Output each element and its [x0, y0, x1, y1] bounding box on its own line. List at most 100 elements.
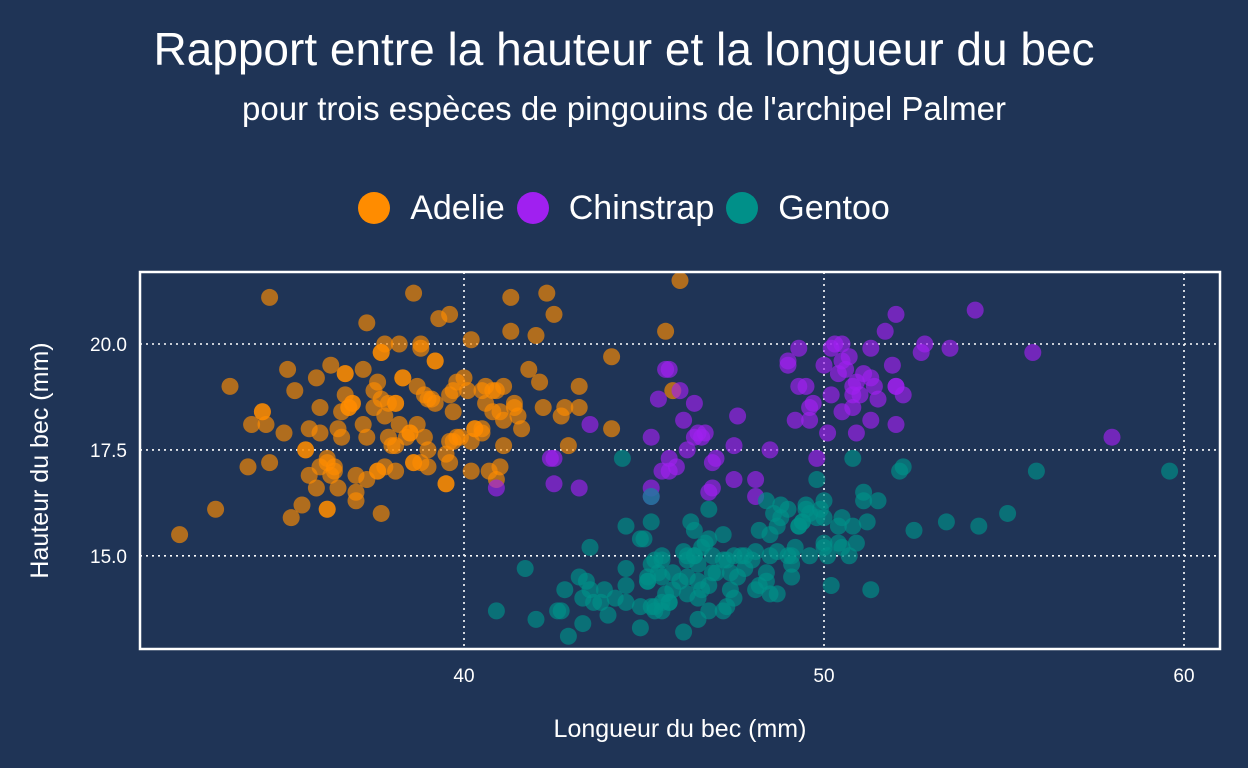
data-point-adelie: [333, 428, 351, 446]
data-point-adelie: [480, 462, 498, 480]
data-point-gentoo: [862, 581, 880, 599]
data-point-adelie: [412, 339, 430, 357]
data-point-adelie: [307, 479, 325, 497]
data-point-adelie: [297, 441, 315, 459]
data-point-adelie: [570, 377, 588, 395]
data-point-adelie: [657, 322, 675, 340]
data-point-chinstrap: [685, 394, 703, 412]
data-point-adelie: [462, 331, 480, 349]
data-point-gentoo: [599, 606, 617, 624]
data-point-gentoo: [970, 517, 988, 535]
data-point-chinstrap: [779, 352, 797, 370]
data-point-gentoo: [671, 572, 689, 590]
data-point-adelie: [322, 466, 340, 484]
data-point-adelie: [520, 360, 538, 378]
data-point-adelie: [279, 360, 297, 378]
data-point-gentoo: [657, 585, 675, 603]
data-point-gentoo: [617, 517, 635, 535]
data-point-adelie: [261, 288, 279, 306]
data-point-adelie: [534, 399, 552, 417]
legend-item-gentoo: Gentoo: [726, 184, 890, 232]
data-point-chinstrap: [822, 339, 840, 357]
data-point-gentoo: [847, 534, 865, 552]
data-point-gentoo: [801, 547, 819, 565]
y-tick-label: 20.0: [90, 335, 127, 356]
legend: Adelie Chinstrap Gentoo: [0, 184, 1248, 232]
y-tick-label: 15.0: [90, 547, 127, 568]
data-point-gentoo: [613, 449, 631, 467]
data-point-chinstrap: [916, 335, 934, 353]
data-point-chinstrap: [941, 339, 959, 357]
data-point-adelie: [451, 428, 469, 446]
data-point-adelie: [171, 526, 189, 544]
data-point-gentoo: [815, 492, 833, 510]
data-point-chinstrap: [545, 475, 563, 493]
data-point-adelie: [311, 399, 329, 417]
data-point-chinstrap: [876, 322, 894, 340]
data-point-gentoo: [552, 602, 570, 620]
data-point-chinstrap: [581, 415, 599, 433]
data-point-adelie: [358, 428, 376, 446]
data-point-adelie: [286, 382, 304, 400]
data-point-chinstrap: [660, 360, 678, 378]
data-point-gentoo: [894, 458, 912, 476]
data-point-gentoo: [999, 504, 1017, 522]
data-point-gentoo: [685, 521, 703, 539]
data-point-adelie: [502, 322, 520, 340]
data-point-adelie: [408, 415, 426, 433]
data-point-gentoo: [869, 492, 887, 510]
data-point-adelie: [527, 327, 545, 345]
data-point-gentoo: [840, 547, 858, 565]
data-point-gentoo: [1161, 462, 1179, 480]
data-point-adelie: [538, 284, 556, 302]
data-point-gentoo: [779, 547, 797, 565]
data-point-chinstrap: [786, 411, 804, 429]
data-point-adelie: [426, 352, 444, 370]
data-point-gentoo: [768, 585, 786, 603]
data-point-gentoo: [700, 602, 718, 620]
data-point-chinstrap: [1024, 343, 1042, 361]
data-point-gentoo: [858, 513, 876, 531]
data-point-gentoo: [581, 538, 599, 556]
data-point-gentoo: [822, 576, 840, 594]
data-point-gentoo: [718, 551, 736, 569]
data-point-chinstrap: [703, 454, 721, 472]
legend-item-adelie: Adelie: [358, 184, 505, 232]
data-point-gentoo: [527, 610, 545, 628]
data-point-gentoo: [747, 581, 765, 599]
data-point-adelie: [322, 356, 340, 374]
data-point-adelie: [365, 399, 383, 417]
data-point-gentoo: [815, 509, 833, 527]
data-point-adelie: [336, 365, 354, 383]
data-point-adelie: [545, 305, 563, 323]
data-point-adelie: [369, 373, 387, 391]
data-point-adelie: [207, 500, 225, 518]
y-axis-title: Hauteur du bec (mm): [26, 342, 54, 578]
data-point-gentoo: [675, 623, 693, 641]
data-point-adelie: [307, 369, 325, 387]
data-point-gentoo: [783, 568, 801, 586]
chart-subtitle: pour trois espèces de pingouins de l'arc…: [242, 90, 1006, 127]
data-point-adelie: [221, 377, 239, 395]
data-point-adelie: [441, 454, 459, 472]
data-point-gentoo: [905, 521, 923, 539]
legend-label-adelie: Adelie: [410, 189, 505, 227]
data-point-chinstrap: [887, 377, 905, 395]
data-point-gentoo: [642, 513, 660, 531]
data-point-chinstrap: [966, 301, 984, 319]
data-point-gentoo: [707, 564, 725, 582]
data-point-adelie: [372, 504, 390, 522]
data-point-chinstrap: [649, 390, 667, 408]
data-point-adelie: [243, 415, 261, 433]
data-point-adelie: [369, 462, 387, 480]
data-point-adelie: [462, 462, 480, 480]
data-point-adelie: [394, 369, 412, 387]
data-point-gentoo: [937, 513, 955, 531]
data-point-chinstrap: [790, 339, 808, 357]
data-point-gentoo: [617, 560, 635, 578]
data-point-chinstrap: [545, 449, 563, 467]
data-point-adelie: [455, 369, 473, 387]
data-point-gentoo: [617, 576, 635, 594]
data-point-gentoo: [631, 619, 649, 637]
